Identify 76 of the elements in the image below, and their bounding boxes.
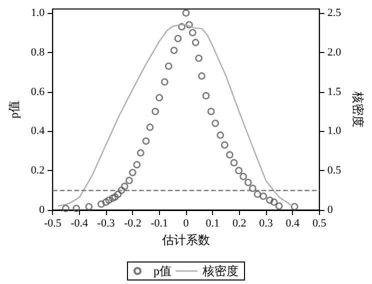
x-tick-label: -0.4 bbox=[70, 218, 89, 230]
x-tick-label: 0.2 bbox=[232, 218, 246, 230]
point bbox=[275, 202, 283, 210]
legend-label: 核密度 bbox=[202, 264, 238, 278]
point bbox=[121, 182, 128, 190]
point bbox=[118, 186, 126, 194]
point bbox=[198, 72, 206, 80]
y-tick-label: 1.0 bbox=[30, 6, 46, 19]
point bbox=[186, 21, 193, 28]
point bbox=[202, 92, 210, 100]
y-tick-label: 0.8 bbox=[30, 46, 46, 58]
point bbox=[133, 161, 141, 168]
x-tick-label: -0.5 bbox=[44, 218, 62, 230]
point bbox=[109, 194, 116, 202]
point bbox=[235, 166, 242, 174]
point bbox=[195, 54, 202, 62]
y-tick-label: 0 bbox=[39, 204, 46, 216]
point bbox=[178, 23, 186, 30]
point bbox=[102, 198, 110, 206]
point bbox=[192, 38, 200, 46]
point bbox=[62, 204, 70, 212]
legend-label: p值 bbox=[154, 264, 172, 278]
point bbox=[290, 203, 298, 210]
point bbox=[270, 198, 278, 206]
x-tick-label: 0 bbox=[183, 218, 190, 230]
point bbox=[165, 62, 172, 70]
point bbox=[230, 159, 238, 166]
point bbox=[137, 149, 144, 156]
x-tick-label: 0.4 bbox=[286, 218, 300, 230]
point bbox=[212, 120, 219, 127]
y2-tick-label: 0.5 bbox=[327, 164, 342, 177]
point bbox=[249, 184, 256, 192]
y2-tick-label: 2.0 bbox=[327, 46, 342, 58]
point bbox=[85, 203, 93, 210]
point bbox=[244, 178, 252, 186]
point bbox=[174, 34, 182, 42]
y-axis-title: p值 bbox=[7, 100, 21, 118]
y2-tick-label: 0 bbox=[327, 204, 334, 216]
x-tick-label: 0.1 bbox=[206, 218, 220, 230]
x-axis-title: 估计系数 bbox=[161, 232, 210, 247]
point bbox=[266, 196, 274, 204]
point bbox=[126, 176, 133, 184]
y2-tick-label: 2.5 bbox=[327, 6, 342, 19]
y2-tick-label: 1.0 bbox=[327, 125, 342, 138]
point bbox=[170, 46, 178, 54]
y-tick-label: 0.6 bbox=[30, 86, 46, 98]
point bbox=[152, 108, 159, 116]
point bbox=[182, 9, 190, 17]
point bbox=[221, 141, 228, 149]
y-tick-label: 0.4 bbox=[30, 125, 46, 138]
point bbox=[189, 29, 196, 36]
point bbox=[111, 193, 119, 201]
x-tick-label: 0.3 bbox=[259, 218, 274, 230]
point bbox=[207, 108, 215, 116]
line-series bbox=[57, 24, 294, 207]
point bbox=[142, 137, 150, 145]
point bbox=[72, 204, 80, 212]
point bbox=[98, 200, 105, 208]
point bbox=[146, 124, 154, 131]
x-tick-label: -0.3 bbox=[97, 218, 116, 230]
point bbox=[129, 168, 136, 176]
point bbox=[254, 190, 262, 198]
point bbox=[105, 196, 113, 204]
x-tick-label: -0.1 bbox=[150, 218, 168, 230]
x-tick-label: 0.5 bbox=[312, 218, 327, 230]
point bbox=[161, 78, 168, 86]
point bbox=[240, 172, 247, 180]
point bbox=[156, 94, 163, 102]
y2-tick-label: 1.5 bbox=[327, 86, 342, 98]
point bbox=[260, 192, 267, 200]
y2-axis-title: 核密度 bbox=[351, 90, 365, 128]
point bbox=[226, 151, 234, 158]
point bbox=[216, 131, 224, 139]
y-tick-label: 0.2 bbox=[30, 164, 45, 177]
point bbox=[114, 190, 122, 198]
x-tick-label: -0.2 bbox=[124, 218, 142, 230]
